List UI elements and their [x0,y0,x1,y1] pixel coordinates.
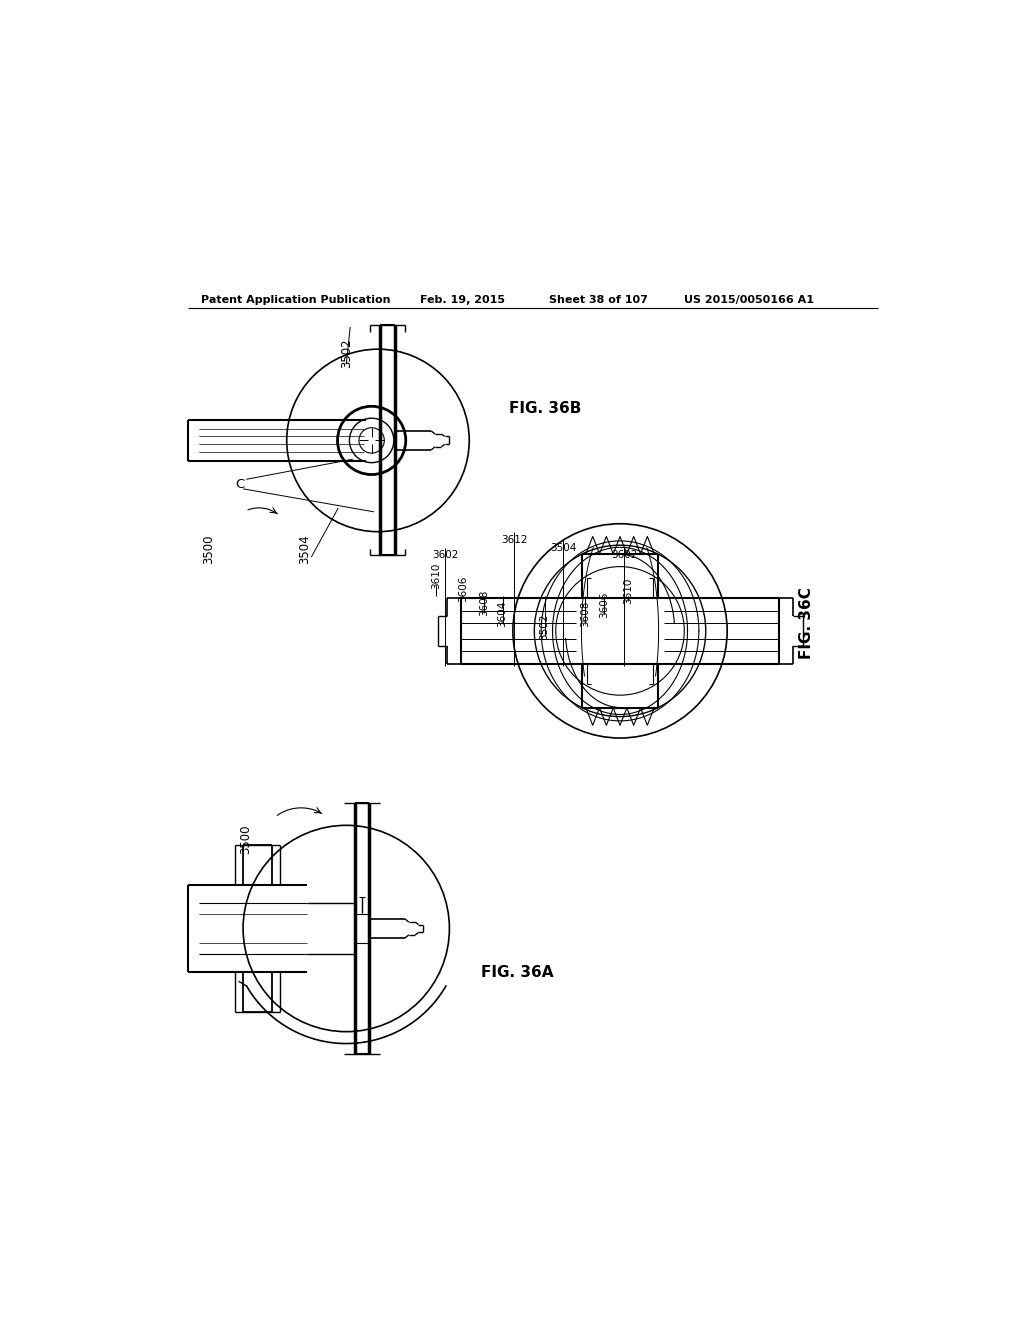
Text: 3602: 3602 [610,550,637,561]
Text: 3610: 3610 [623,578,633,605]
Text: US 2015/0050166 A1: US 2015/0050166 A1 [684,294,813,305]
Text: Sheet 38 of 107: Sheet 38 of 107 [549,294,647,305]
Text: 3608: 3608 [479,590,489,616]
Text: FIG. 36C: FIG. 36C [799,587,814,659]
Text: 3606: 3606 [599,591,609,618]
Text: 3504: 3504 [299,535,311,564]
Text: Patent Application Publication: Patent Application Publication [201,294,390,305]
Text: C: C [236,478,245,491]
Text: 3502: 3502 [540,614,550,640]
Text: 3504: 3504 [550,543,577,553]
Text: Feb. 19, 2015: Feb. 19, 2015 [420,294,505,305]
Text: 3606: 3606 [458,576,468,602]
Text: 3602: 3602 [432,550,459,561]
Text: 3500: 3500 [239,825,252,854]
Text: 3612: 3612 [501,535,527,545]
Text: 3500: 3500 [202,535,215,564]
Text: 3502: 3502 [340,338,352,368]
Text: 3610: 3610 [431,562,441,589]
Text: FIG. 36B: FIG. 36B [509,401,582,416]
Text: FIG. 36A: FIG. 36A [481,965,554,979]
Text: 3608: 3608 [581,601,590,627]
Text: 3604: 3604 [498,601,508,627]
